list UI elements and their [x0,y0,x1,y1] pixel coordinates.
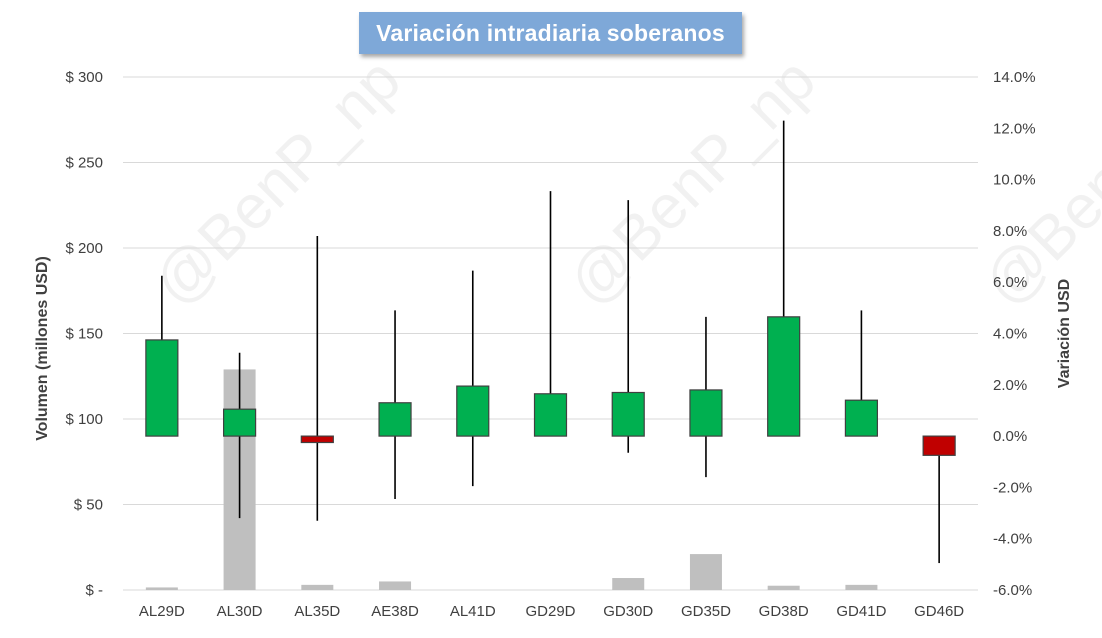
candle-body [844,399,879,437]
left-tick-label: $ - [85,582,103,599]
left-axis-title: Volumen (millones USD) [34,256,51,441]
candles [145,120,956,564]
candle-body [456,385,490,437]
right-tick-label: 6.0% [993,274,1027,291]
volume-bar [845,584,878,590]
volume-bar [689,554,722,590]
watermark-text: @BenP_np [555,45,829,319]
x-tick-label: AL30D [217,603,263,620]
candle-body [378,402,412,437]
volume-bar [767,585,800,590]
left-tick-label: $ 150 [65,326,103,343]
candle-body [145,339,179,437]
x-axis-ticks: AL29D AL30D AL35D AE38D AL41D GD29D GD30D GD35D… [139,603,964,620]
volume-bar [301,584,334,590]
candle-body [922,435,956,456]
x-tick-label: GD29D [525,603,575,620]
right-tick-label: 8.0% [993,223,1027,240]
volume-bar [379,581,412,590]
x-tick-label: AL29D [139,603,185,620]
x-tick-label: GD30D [603,603,653,620]
chart-title: Variación intradiaria soberanos [376,19,725,46]
x-tick-label: GD46D [914,603,964,620]
x-tick-label: AL41D [450,603,496,620]
left-tick-label: $ 100 [65,411,103,428]
x-tick-label: AE38D [371,603,419,620]
volume-bar [145,587,178,590]
right-axis-ticks: -6.0% -4.0% -2.0% 0.0% 2.0% 4.0% 6.0% 8.0% 10.0%… [993,69,1036,599]
right-tick-label: -4.0% [993,531,1032,548]
x-tick-label: GD35D [681,603,731,620]
watermark-text: @BenP_np [140,45,414,319]
right-tick-label: 2.0% [993,377,1027,394]
left-tick-label: $ 200 [65,240,103,257]
x-tick-label: GD41D [836,603,886,620]
candle-body [300,435,334,444]
watermark-text: @BenP_np [970,45,1102,319]
left-tick-label: $ 250 [65,155,103,172]
candle-body [611,391,645,437]
right-axis-title: Variación USD [1056,279,1073,388]
right-tick-label: -2.0% [993,479,1032,496]
candle-body [767,316,801,437]
chart-title-box: Variación intradiaria soberanos [359,12,742,54]
left-axis-ticks: $ - $ 50 $ 100 $ 150 $ 200 $ 250 $ 300 [65,69,103,599]
left-tick-label: $ 300 [65,69,103,86]
candle-body [533,393,568,437]
right-tick-label: -6.0% [993,582,1032,599]
right-tick-label: 12.0% [993,120,1036,137]
right-tick-label: 14.0% [993,69,1036,86]
right-tick-label: 10.0% [993,172,1036,189]
x-tick-label: AL35D [294,603,340,620]
watermark-layer: @BenP_np @BenP_np @BenP_np [140,45,1102,319]
x-tick-label: GD38D [759,603,809,620]
left-tick-label: $ 50 [74,497,103,514]
volume-bar [612,578,645,590]
candle-body [689,389,723,437]
candle-body [222,408,257,437]
right-tick-label: 4.0% [993,326,1027,343]
right-tick-label: 0.0% [993,428,1027,445]
